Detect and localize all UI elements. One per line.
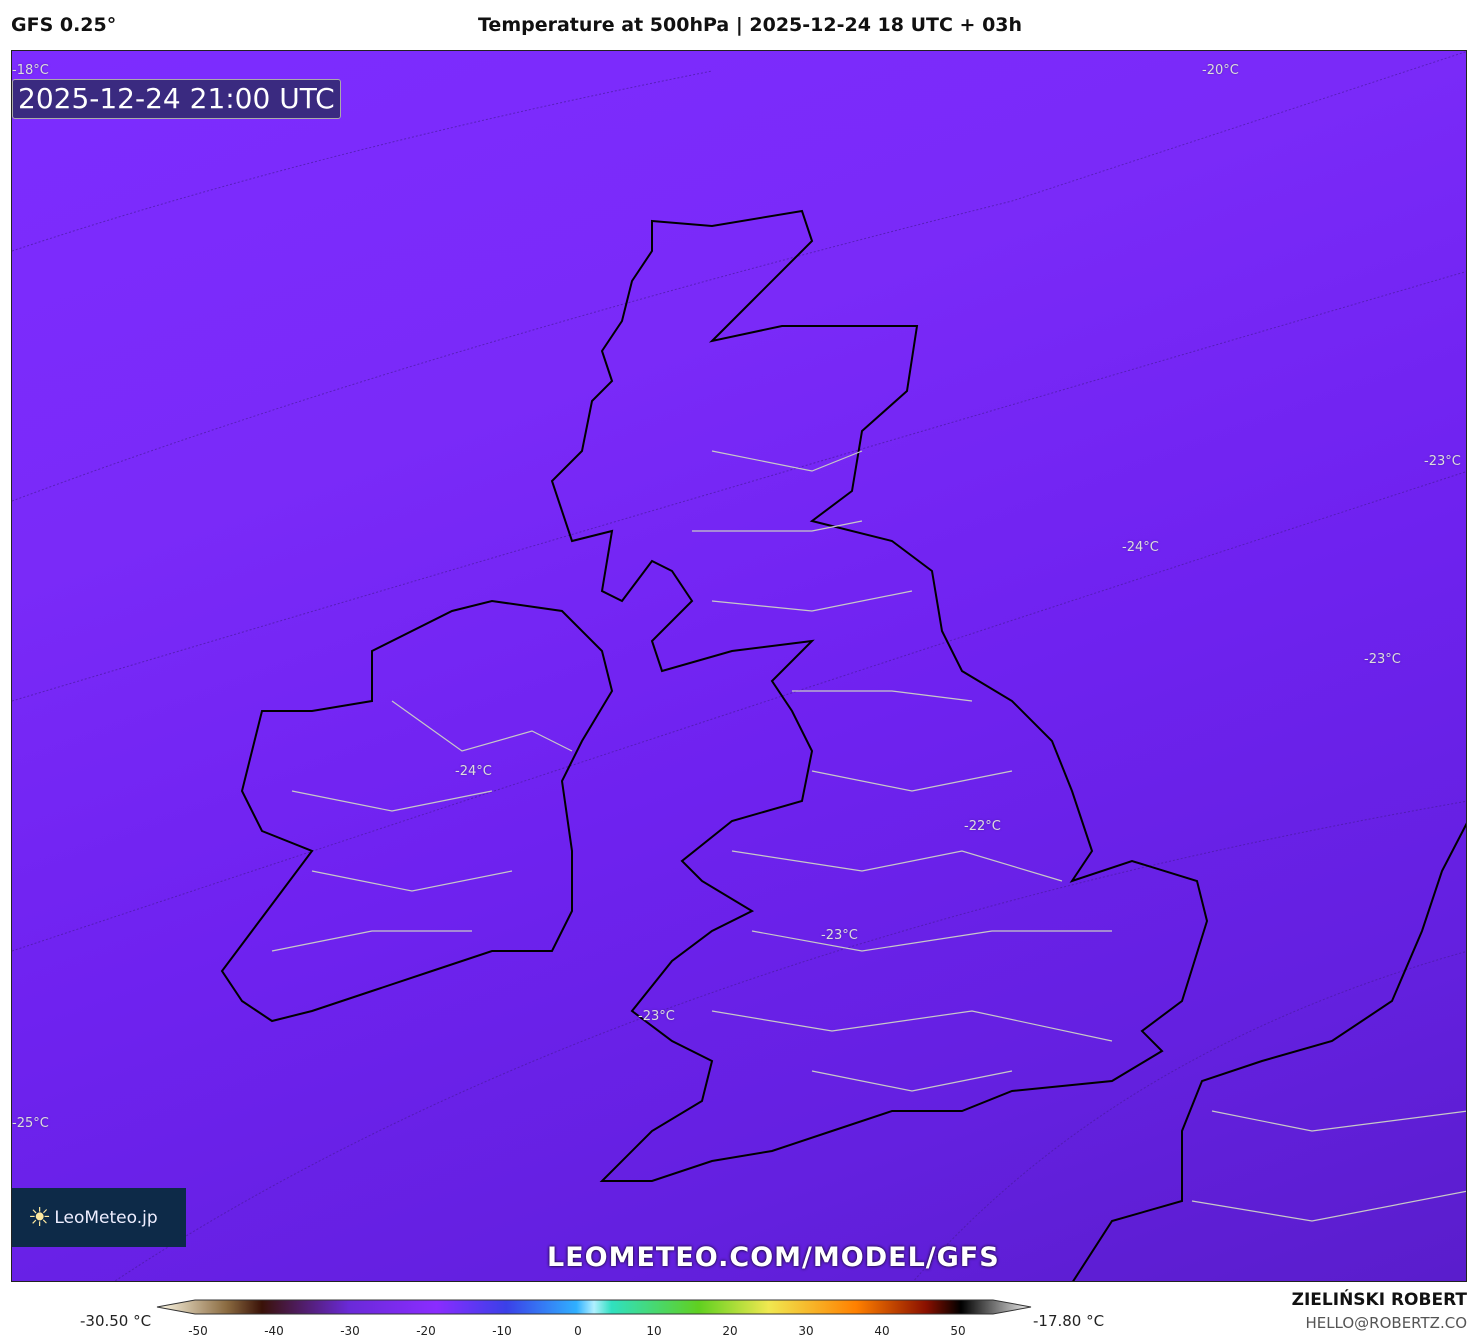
valid-time-label: 2025-12-24 21:00 UTC	[12, 79, 341, 119]
contour-label: -24°C	[1122, 540, 1159, 555]
colorbar-tick: -30	[340, 1324, 360, 1338]
max-value-label: -17.80 °C	[1033, 1312, 1105, 1330]
leometeo-logo[interactable]: ☀ LeoMeteo.jp	[12, 1188, 186, 1247]
colorbar-tick: 40	[874, 1324, 890, 1338]
model-name: GFS 0.25°	[11, 14, 117, 36]
contour-label: -20°C	[1202, 63, 1239, 78]
colorbar-tick: 30	[798, 1324, 814, 1338]
coastlines	[12, 51, 1466, 1281]
colorbar-tick: 20	[722, 1324, 738, 1338]
contour-label: -18°C	[12, 63, 49, 78]
colorbar-tick: 0	[574, 1324, 582, 1338]
contour-label: -23°C	[638, 1009, 675, 1024]
contour-label: -23°C	[1364, 652, 1401, 667]
author-name: ZIELIŃSKI ROBERT	[1291, 1290, 1467, 1310]
colorbar-tick: 50	[950, 1324, 966, 1338]
continent-outline	[1072, 822, 1466, 1281]
temperature-map[interactable]: -18°C -20°C -23°C -24°C -23°C -24°C -22°…	[11, 50, 1467, 1282]
colorbar	[156, 1299, 1032, 1315]
contour-label: -23°C	[1424, 454, 1461, 469]
colorbar-tick: -40	[264, 1324, 284, 1338]
logo-text: LeoMeteo.jp	[54, 1207, 158, 1228]
great-britain-outline	[550, 209, 1209, 1182]
contour-label: -23°C	[821, 928, 858, 943]
colorbar-tick: -10	[492, 1324, 512, 1338]
watermark: LEOMETEO.COM/MODEL/GFS	[547, 1242, 1000, 1273]
chart-title: Temperature at 500hPa | 2025-12-24 18 UT…	[478, 14, 1023, 36]
contour-label: -22°C	[964, 819, 1001, 834]
contour-label: -24°C	[455, 764, 492, 779]
min-value-label: -30.50 °C	[80, 1312, 152, 1330]
sun-icon: ☀	[28, 1202, 52, 1233]
contour-label: -25°C	[12, 1116, 49, 1131]
colorbar-tick: 10	[646, 1324, 662, 1338]
ireland-outline	[220, 599, 614, 1023]
colorbar-tick: -50	[188, 1324, 208, 1338]
colorbar-tick: -20	[416, 1324, 436, 1338]
author-email[interactable]: HELLO@ROBERTZ.CO	[1305, 1314, 1467, 1332]
